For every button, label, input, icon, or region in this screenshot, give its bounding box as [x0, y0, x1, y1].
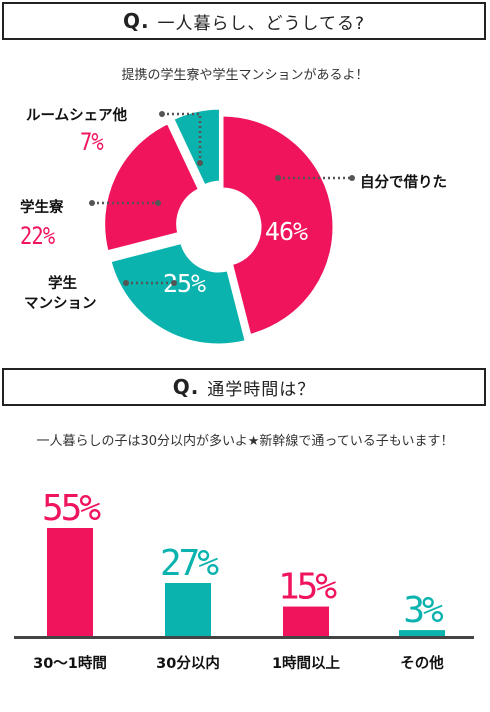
bar-category-label-2: 1時間以上	[272, 655, 341, 672]
bar-category-label-0: 30〜1時間	[33, 655, 107, 672]
pie-slice-3	[170, 106, 222, 188]
pie-label-mansion-2: マンション	[24, 296, 97, 312]
pie-label-mansion-1: 学生	[48, 276, 77, 292]
q2-title: 通学時間は？	[207, 379, 316, 400]
pie-label-dorm: 学生寮	[20, 200, 64, 216]
pie-chart: 46% 25%	[89, 106, 355, 347]
pie-inlabel-1: 25%	[163, 269, 206, 298]
q2-header: Q. 通学時間は？	[2, 368, 486, 406]
leader-dorm-dot-0	[89, 200, 95, 206]
pie-label-share: ルームシェア他	[26, 108, 128, 124]
bar-value-label-2: 15%	[278, 567, 337, 608]
bar-value-label-3: 3%	[403, 590, 444, 631]
leader-own-dot-0	[275, 175, 281, 181]
q1-subtitle: 提携の学生寮や学生マンションがあるよ！	[121, 68, 369, 83]
q1-marker: Q.	[122, 9, 150, 33]
bar-category-label-1: 30分以内	[156, 654, 220, 672]
leader-own-dot-1	[349, 175, 355, 181]
leader-share-dot-1	[197, 160, 203, 166]
q1-title: 一人暮らし、どうしてる?	[157, 13, 366, 34]
bar-1	[165, 582, 211, 636]
pie-slice-2	[102, 120, 202, 254]
leader-dorm-dot-1	[155, 200, 161, 206]
pie-slice-0	[220, 113, 336, 338]
pie-hole	[185, 190, 259, 264]
leader-share-dot-0	[159, 111, 165, 117]
bar-0	[47, 528, 93, 636]
pie-label-own: 自分で借りた	[360, 175, 447, 191]
pie-value-dorm: 22%	[20, 222, 55, 250]
bar-category-label-3: その他	[400, 654, 444, 672]
leader-mansion-dot-0	[123, 280, 129, 286]
bar-value-label-0: 55%	[42, 488, 101, 529]
bar-value-label-1: 27%	[160, 543, 219, 584]
leader-share	[162, 112, 202, 163]
q1-header: Q. 一人暮らし、どうしてる?	[2, 2, 486, 40]
pie-inlabel-0: 46%	[265, 217, 308, 246]
q2-marker: Q.	[172, 375, 200, 399]
pie-slice-1	[108, 240, 249, 347]
bar-3	[399, 630, 445, 636]
q2-subtitle: 一人暮らしの子は30分以内が多いよ★新幹線で通っている子もいます！	[36, 434, 454, 449]
pie-value-share: 7%	[80, 128, 104, 156]
bar-baseline	[14, 636, 474, 639]
bar-2	[283, 606, 329, 636]
leader-mansion-dot-1	[171, 280, 177, 286]
